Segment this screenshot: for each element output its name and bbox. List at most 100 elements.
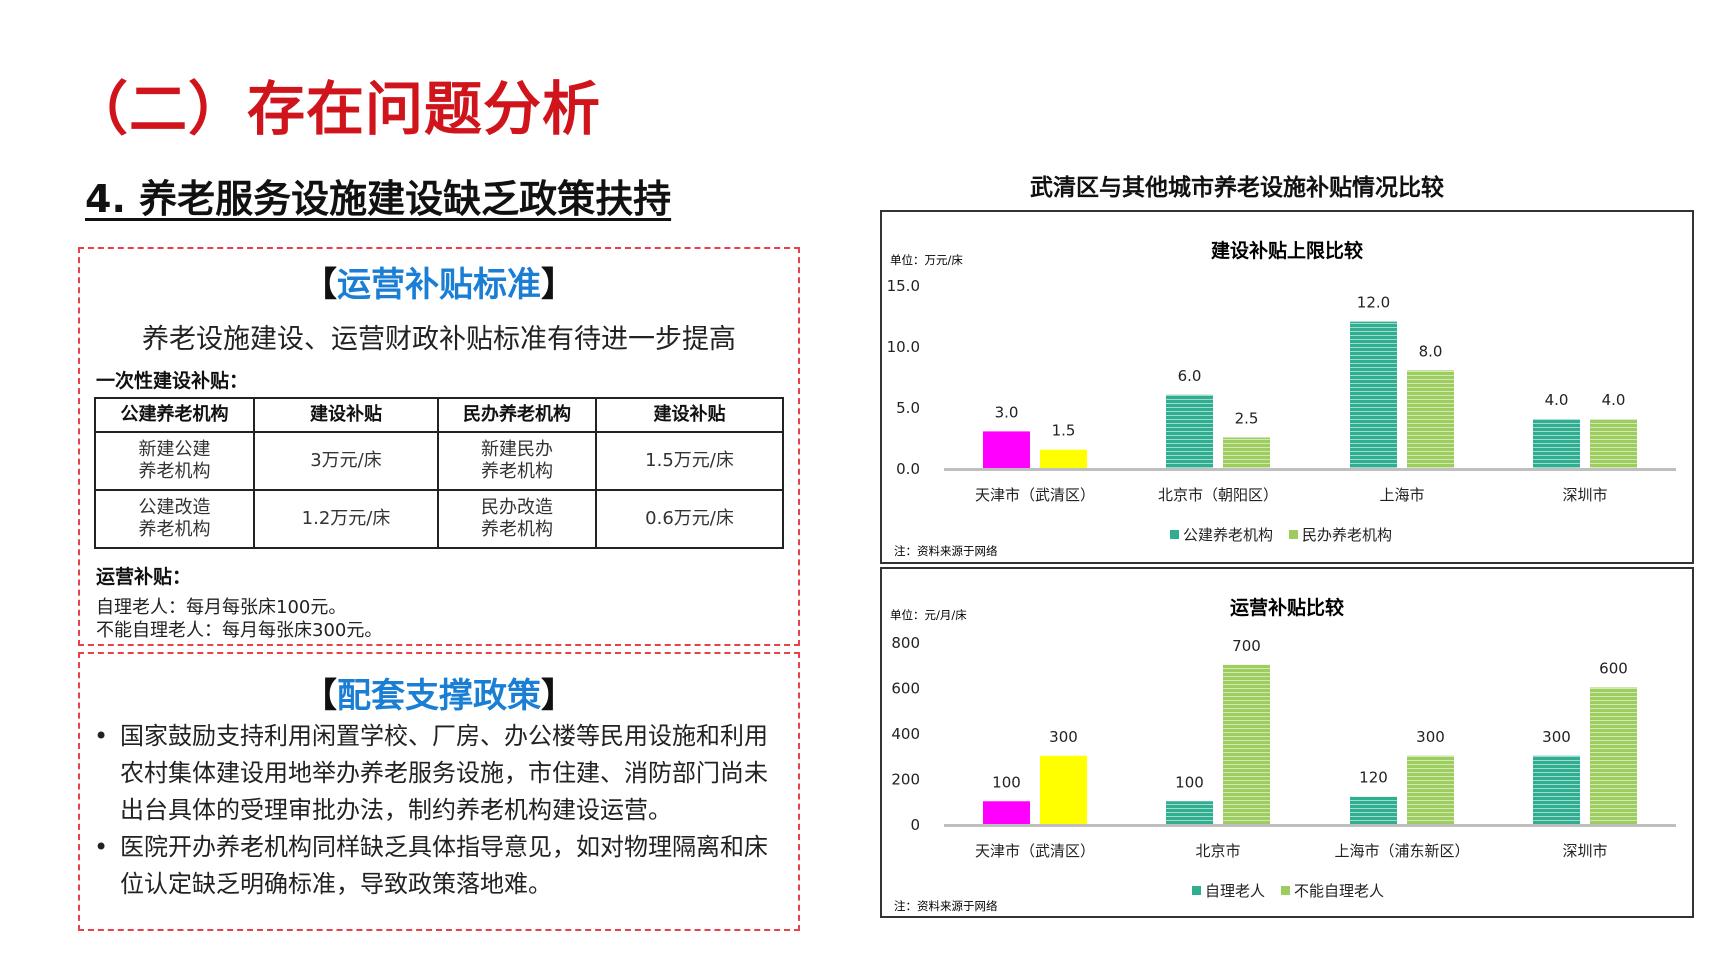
table-cell: 公建改造 养老机构 [94,489,255,549]
data-label: 4.0 [1602,391,1626,409]
table-header: 建设补贴 [253,397,439,433]
y-tick-label: 10.0 [887,338,920,356]
bullet-item: • 国家鼓励支持利用闲置学校、厂房、办公楼等民用设施和利用农村集体建设用地举办养老… [90,718,790,829]
data-label: 100 [1175,773,1204,791]
bracket-close: 】 [541,676,575,716]
x-category-label: 深圳市 [1562,486,1607,504]
bullet-icon: • [94,722,109,750]
bar-series2 [1040,449,1087,468]
legend-swatch [1192,886,1201,895]
source-note: 注：资料来源于网络 [894,544,998,558]
legend-swatch [1281,886,1290,895]
bar-series1 [983,431,1030,468]
bullet-text: 国家鼓励支持利用闲置学校、厂房、办公楼等民用设施和利用农村集体建设用地举办养老服… [120,722,768,824]
table-header: 建设补贴 [595,397,784,433]
operation-line: 自理老人：每月每张床100元。 [96,597,347,618]
table-cell: 0.6万元/床 [595,489,784,549]
operation-subsidy-chart: 运营补贴比较 单位：元/月/床 0 200 400 600 800 100 300 天津市（武清区… [880,567,1694,918]
data-label: 700 [1232,637,1261,655]
bullet-text: 医院开办养老机构同样缺乏具体指导意见，如对物理隔离和床位认定缺乏明确标准，导致政… [120,833,768,898]
x-category-label: 北京市（朝阳区） [1158,486,1278,504]
data-label: 1.5 [1052,422,1076,440]
y-tick-label: 200 [891,771,920,789]
x-category-label: 上海市（浦东新区） [1334,842,1469,860]
y-tick-label: 5.0 [896,399,920,417]
table-row: 新建公建 养老机构 3万元/床 新建民办 养老机构 1.5万元/床 [94,431,784,491]
y-tick-label: 800 [891,634,920,652]
supporting-policy-heading: 【配套支撑政策】 [80,668,798,717]
x-category-label: 天津市（武清区） [975,486,1095,504]
data-label: 8.0 [1419,342,1443,360]
table-cell: 1.2万元/床 [253,489,439,549]
chart-title: 建设补贴上限比较 [1211,239,1363,262]
data-label: 12.0 [1357,294,1390,312]
bar-series2 [1407,370,1454,468]
legend-label: 不能自理老人 [1294,882,1384,900]
subsidy-standard-heading: 【运营补贴标准】 [80,257,798,306]
bar-series1 [1533,419,1580,468]
operation-subsidy-label: 运营补贴： [96,566,192,588]
section-title: 4. 养老服务设施建设缺乏政策扶持 [85,177,672,221]
bar-series2 [1223,664,1270,824]
bar-series1 [983,801,1030,824]
data-label: 100 [992,773,1021,791]
table-cell: 3万元/床 [253,431,439,491]
heading-text: 运营补贴标准 [337,265,541,305]
table-header: 民办养老机构 [437,397,597,433]
table-header-row: 公建养老机构 建设补贴 民办养老机构 建设补贴 [94,397,784,433]
legend-swatch [1170,530,1179,539]
supporting-policy-box: 【配套支撑政策】 • 国家鼓励支持利用闲置学校、厂房、办公楼等民用设施和利用农村集… [78,652,800,931]
x-category-label: 上海市 [1379,486,1424,504]
x-category-label: 深圳市 [1562,842,1607,860]
data-label: 120 [1359,769,1388,787]
heading-text: 配套支撑政策 [337,676,541,716]
data-label: 4.0 [1545,391,1569,409]
one-time-subsidy-label: 一次性建设补贴： [96,370,249,392]
data-label: 6.0 [1178,367,1202,385]
chart-title: 运营补贴比较 [1230,596,1344,619]
table-cell: 民办改造 养老机构 [437,489,597,549]
bracket-open: 【 [303,676,337,716]
table-header: 公建养老机构 [94,397,255,433]
construction-subsidy-table: 公建养老机构 建设补贴 民办养老机构 建设补贴 新建公建 养老机构 3万元/床 … [94,397,784,549]
charts-title: 武清区与其他城市养老设施补贴情况比较 [1030,175,1444,201]
y-tick-label: 0.0 [896,460,920,478]
bar-series2 [1040,755,1087,824]
data-label: 300 [1542,728,1571,746]
data-label: 2.5 [1235,410,1259,428]
bar-series1 [1533,755,1580,824]
legend-swatch [1289,530,1298,539]
bar-series1 [1350,321,1397,468]
bullet-icon: • [94,833,109,861]
bullet-item: • 医院开办养老机构同样缺乏具体指导意见，如对物理隔离和床位认定缺乏明确标准，导致… [90,829,790,903]
bar-series1 [1166,394,1213,468]
table-cell: 1.5万元/床 [595,431,784,491]
bar-series1 [1350,796,1397,824]
data-label: 300 [1049,728,1078,746]
bar-series2 [1590,419,1637,468]
table-cell: 新建民办 养老机构 [437,431,597,491]
subsidy-subline: 养老设施建设、运营财政补贴标准有待进一步提高 [142,324,736,355]
y-tick-label: 15.0 [887,277,920,295]
construction-subsidy-chart: 建设补贴上限比较 单位：万元/床 0.0 5.0 10.0 15.0 3.0 1.5 天津市（武… [880,210,1694,564]
data-label: 600 [1599,660,1628,678]
table-row: 公建改造 养老机构 1.2万元/床 民办改造 养老机构 0.6万元/床 [94,489,784,549]
data-label: 3.0 [995,403,1019,421]
data-label: 300 [1416,728,1445,746]
y-tick-label: 0 [910,816,920,834]
unit-label: 单位：元/月/床 [890,608,967,622]
page-title: （二）存在问题分析 [70,75,602,143]
source-note: 注：资料来源于网络 [894,899,998,913]
x-category-label: 天津市（武清区） [975,842,1095,860]
x-category-label: 北京市 [1195,842,1240,860]
bracket-close: 】 [541,265,575,305]
bar-series1 [1166,801,1213,824]
bar-series2 [1407,755,1454,824]
legend-label: 民办养老机构 [1302,526,1392,544]
y-tick-label: 600 [891,680,920,698]
legend-label: 公建养老机构 [1183,526,1273,544]
legend-label: 自理老人 [1205,882,1265,900]
bar-series2 [1223,437,1270,468]
